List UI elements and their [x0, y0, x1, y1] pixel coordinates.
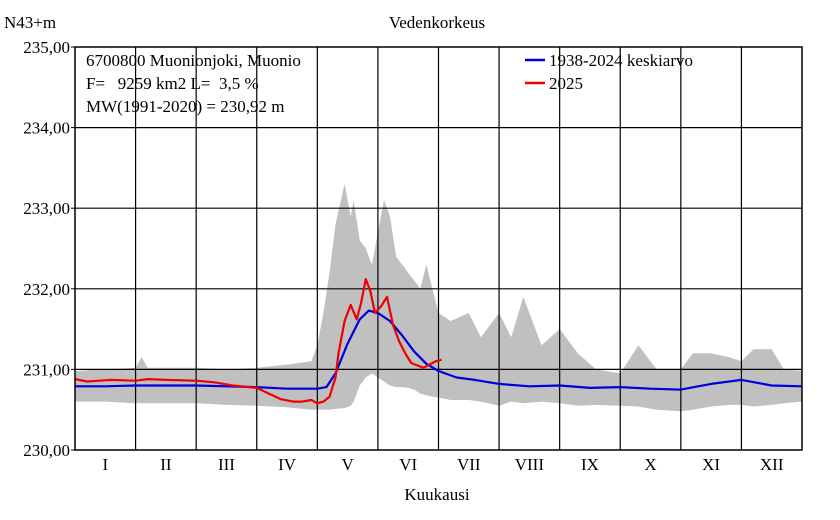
month-label: IX [581, 455, 599, 474]
y-tick-label: 234,00 [23, 119, 70, 138]
series-line [74, 278, 442, 405]
month-label: XII [760, 455, 784, 474]
chart-title: Vedenkorkeus [389, 13, 485, 32]
series-line [75, 309, 803, 391]
station-info-line: F= 9259 km2 L= 3,5 % [86, 74, 259, 93]
month-label: VIII [515, 455, 545, 474]
plot-area-frame [74, 46, 803, 451]
month-label: VII [457, 455, 481, 474]
legend-label: 1938-2024 keskiarvo [549, 51, 693, 70]
legend-label: 2025 [549, 74, 583, 93]
month-label: VI [399, 455, 417, 474]
y-tick-label: 231,00 [23, 360, 70, 379]
y-tick-label: 230,00 [23, 441, 70, 460]
month-label: X [644, 455, 656, 474]
month-label: IV [278, 455, 297, 474]
y-tick-label: 235,00 [23, 38, 70, 57]
month-label: V [341, 455, 354, 474]
month-label: III [218, 455, 235, 474]
station-info-line: 6700800 Muonionjoki, Muonio [86, 51, 301, 70]
y-axis-unit-label: N43+m [4, 13, 56, 32]
y-tick-label: 233,00 [23, 199, 70, 218]
x-axis-title: Kuukausi [404, 485, 469, 504]
month-label: I [102, 455, 108, 474]
station-info-line: MW(1991-2020) = 230,92 m [86, 97, 284, 116]
month-label: XI [702, 455, 720, 474]
y-tick-label: 232,00 [23, 280, 70, 299]
month-label: II [160, 455, 172, 474]
